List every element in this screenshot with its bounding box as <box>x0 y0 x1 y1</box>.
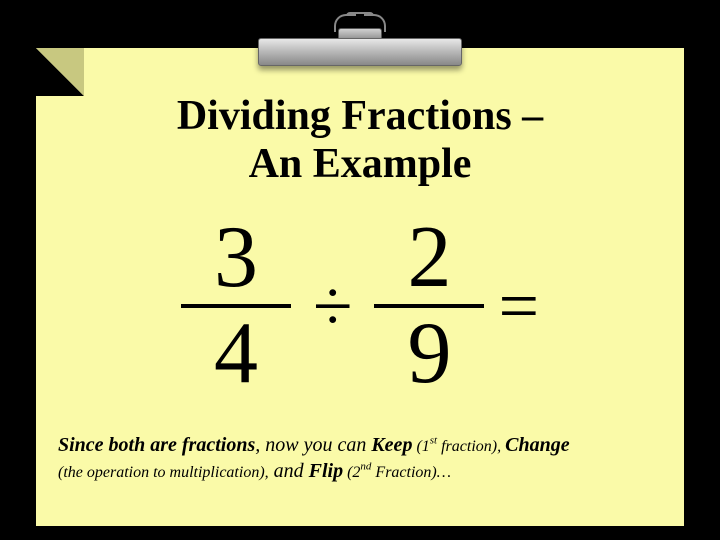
fraction-2-denominator: 9 <box>401 312 457 396</box>
exp-keep: Keep <box>371 434 412 456</box>
divide-operator: ÷ <box>313 270 353 342</box>
exp-nd: nd <box>360 460 371 472</box>
explanation-text: Since both are fractions, now you can Ke… <box>58 432 674 484</box>
exp-and: and <box>269 460 309 482</box>
fraction-1: 3 4 <box>181 216 291 395</box>
title-line1: Dividing Fractions – <box>177 93 543 139</box>
fraction-1-denominator: 4 <box>208 312 264 396</box>
exp-fraction1: fraction), <box>437 438 505 455</box>
exp-fraction2: Fraction)… <box>371 464 451 481</box>
exp-bold-1: Since both are fractions <box>58 434 255 456</box>
exp-1: 1 <box>422 438 430 455</box>
fraction-2-numerator: 2 <box>401 216 457 300</box>
slide-title: Dividing Fractions – An Example <box>0 92 720 189</box>
exp-op: (the operation to multiplication), <box>58 464 269 481</box>
title-line2: An Example <box>249 141 472 187</box>
exp-paren1: ( <box>412 438 421 455</box>
exp-t2: , now you can <box>255 434 371 456</box>
exp-change: Change <box>505 434 569 456</box>
equals-sign: = <box>498 270 539 342</box>
fraction-2: 2 9 <box>374 216 484 395</box>
exp-st: st <box>430 434 437 446</box>
paper-corner-fold <box>36 48 84 96</box>
equation-row: 3 4 ÷ 2 9 = <box>0 216 720 395</box>
exp-flip: Flip <box>309 460 343 482</box>
fraction-1-numerator: 3 <box>208 216 264 300</box>
clipboard-clip <box>258 14 462 72</box>
